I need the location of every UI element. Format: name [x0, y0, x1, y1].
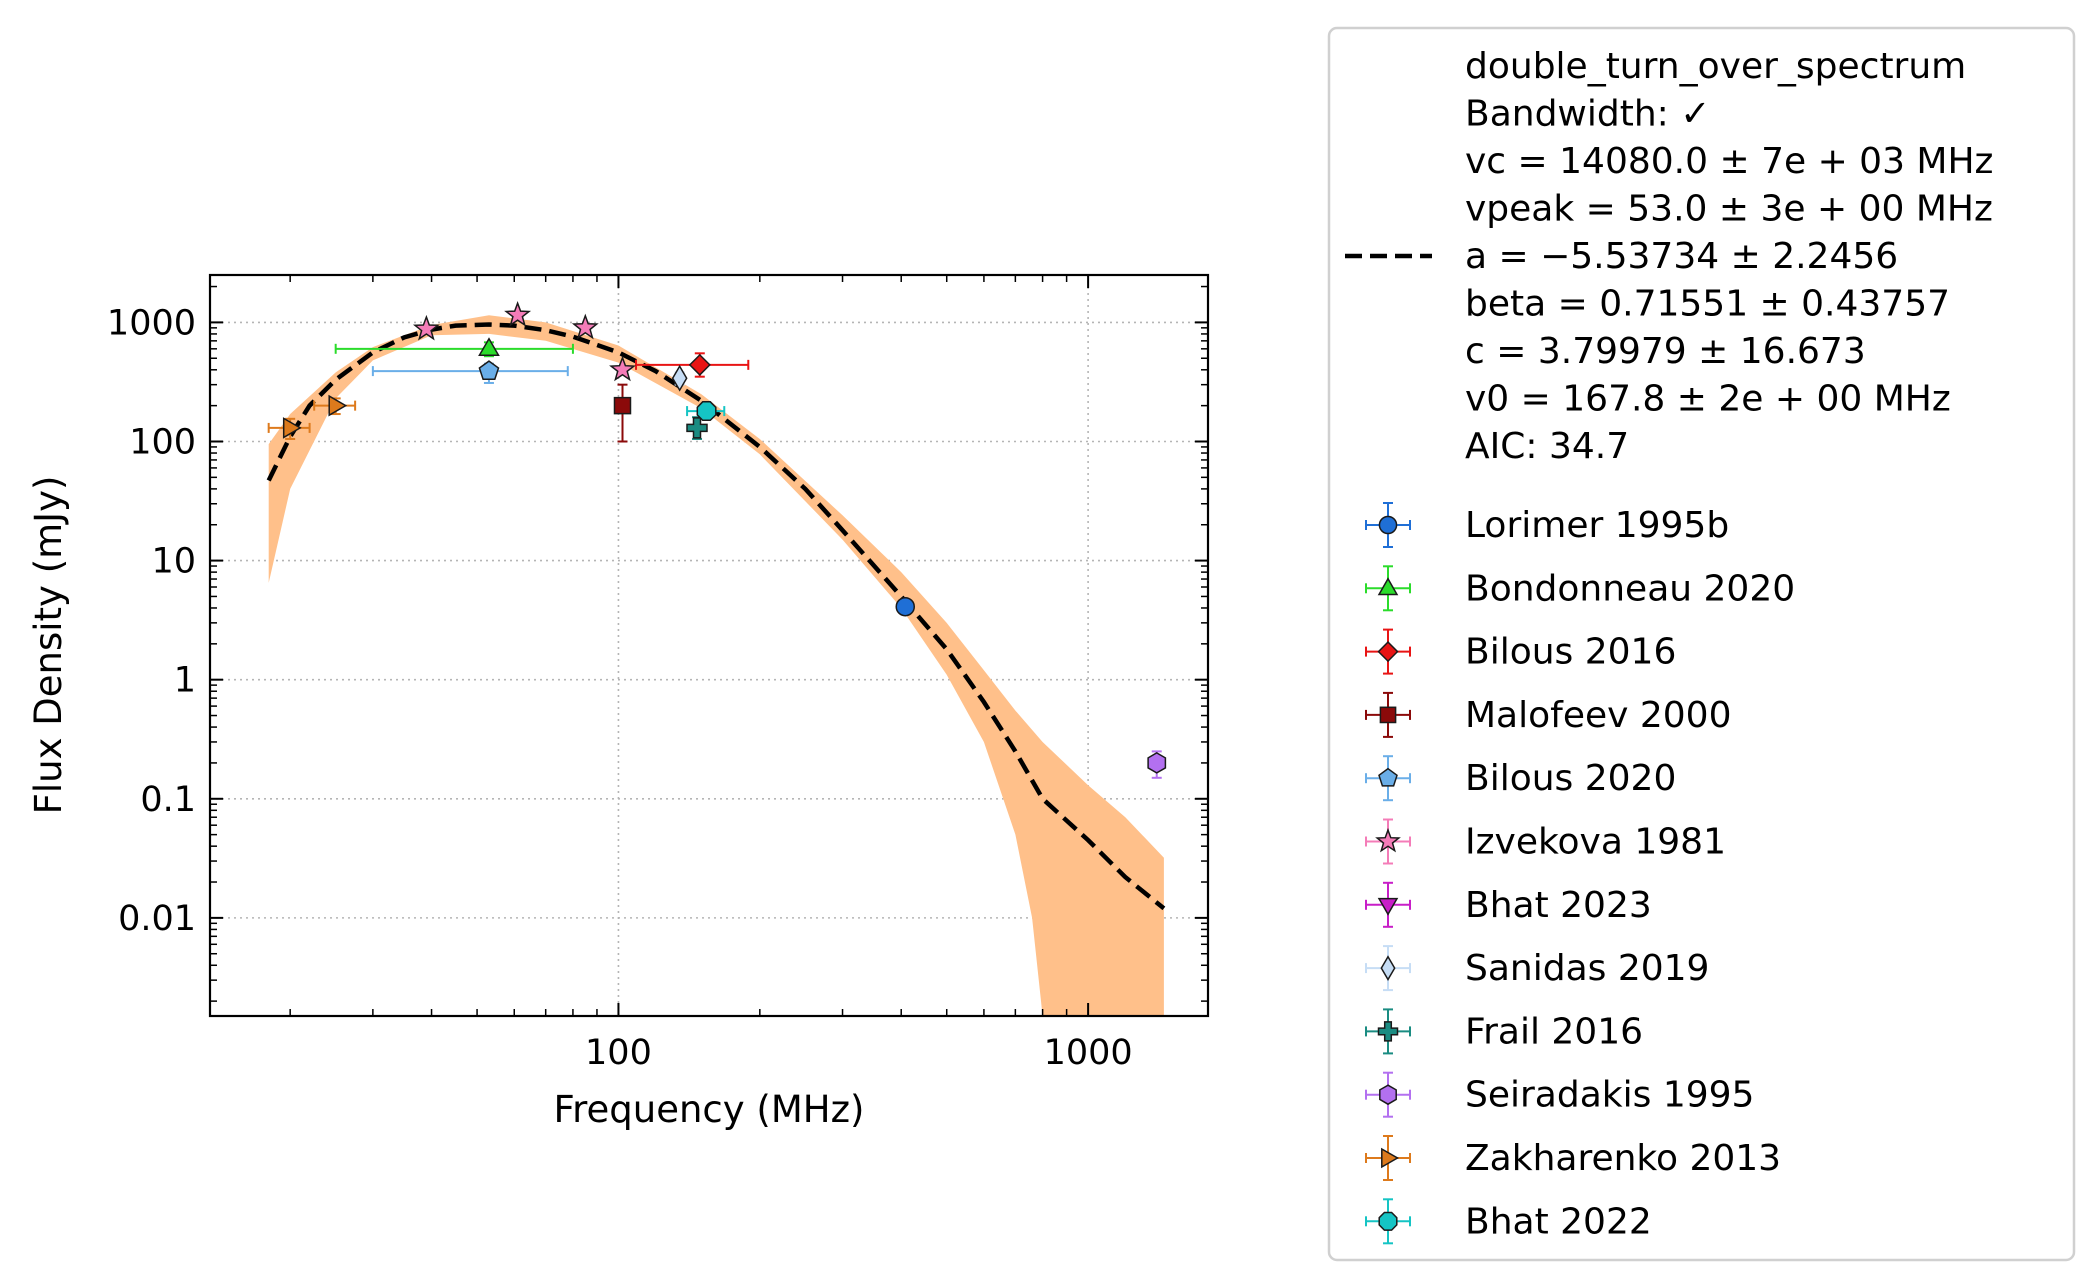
fit-curve — [266, 322, 1166, 911]
fit-curve-layer — [266, 322, 1166, 911]
point-malofeev-2000 — [613, 396, 632, 415]
point-bhat-2022 — [696, 401, 717, 422]
point-seiradakis-1995 — [1147, 752, 1167, 774]
point-sanidas-2019 — [671, 364, 688, 392]
legend-fit-label-line: vpeak = 53.0 ± 3e + 00 MHz — [1465, 189, 1993, 230]
x-tick-label: 1000 — [1044, 1033, 1133, 1073]
legend-label-bhat-2022: Bhat 2022 — [1465, 1201, 1652, 1242]
axis-ticks: 100 1000 0.01 0.1 1 10 100 1000 — [107, 275, 1208, 1073]
legend-label-bhat-2023: Bhat 2023 — [1465, 885, 1652, 926]
data-points-layer — [267, 301, 1167, 779]
y-tick-label: 1 — [174, 661, 196, 701]
point-izvekova-1981 — [412, 314, 440, 341]
point-bilous-2016 — [688, 353, 711, 376]
legend-fit-entry: double_turn_over_spectrum Bandwidth: ✓ vc … — [1345, 46, 1993, 467]
point-lorimer-1995b — [895, 596, 916, 617]
legend-frame — [1327, 26, 2076, 1262]
legend-marker-izvekova-1981 — [1375, 827, 1401, 853]
legend-fit-label-line: vc = 14080.0 ± 7e + 03 MHz — [1465, 141, 1993, 182]
point-frail-2016 — [686, 417, 708, 439]
point-bilous-2020 — [478, 360, 500, 380]
legend-label-lorimer-1995b: Lorimer 1995b — [1465, 505, 1729, 546]
point-izvekova-1981 — [504, 301, 532, 327]
y-tick-label: 100 — [129, 422, 196, 462]
fit-band-layer — [268, 315, 1164, 1016]
legend-marker-malofeev-2000 — [1379, 706, 1397, 724]
legend-fit-label-line: double_turn_over_spectrum — [1465, 46, 1966, 87]
legend-marker-bilous-2020 — [1378, 767, 1398, 787]
legend-fit-label-line: AIC: 34.7 — [1465, 426, 1629, 467]
legend-label-seiradakis-1995: Seiradakis 1995 — [1465, 1075, 1754, 1116]
legend-marker-seiradakis-1995 — [1379, 1084, 1397, 1106]
legend-label-bilous-2020: Bilous 2020 — [1465, 758, 1676, 799]
grid-lines — [210, 275, 1208, 1016]
legend-fit-label-line: c = 3.79979 ± 16.673 — [1465, 331, 1866, 372]
point-zakharenko-2013 — [282, 417, 302, 439]
legend-marker-bondonneau-2020 — [1377, 577, 1399, 596]
legend-fit-label-line: beta = 0.71551 ± 0.43757 — [1465, 284, 1950, 325]
y-tick-label: 0.1 — [140, 780, 196, 820]
plot-frame — [208, 273, 1210, 1018]
legend-label-frail-2016: Frail 2016 — [1465, 1011, 1643, 1052]
legend-label-bondonneau-2020: Bondonneau 2020 — [1465, 568, 1795, 609]
y-tick-label: 0.01 — [118, 899, 196, 939]
legend-label-zakharenko-2013: Zakharenko 2013 — [1465, 1138, 1781, 1179]
legend-fit-label-line: v0 = 167.8 ± 2e + 00 MHz — [1465, 379, 1951, 420]
legend-fit-label-line: Bandwidth: ✓ — [1465, 94, 1710, 135]
legend-fit-label-line: a = −5.53734 ± 2.2456 — [1465, 236, 1898, 277]
legend: double_turn_over_spectrum Bandwidth: ✓ vc … — [1327, 26, 2076, 1262]
legend-series-entries: Lorimer 1995b Bondonneau 2020 Bilous 2016 M… — [1365, 502, 1795, 1245]
point-zakharenko-2013 — [328, 394, 348, 417]
legend-marker-sanidas-2019 — [1380, 955, 1396, 981]
legend-marker-bhat-2023 — [1377, 897, 1399, 916]
legend-marker-bilous-2016 — [1377, 641, 1399, 663]
legend-marker-bhat-2022 — [1378, 1211, 1398, 1231]
point-izvekova-1981 — [609, 355, 636, 382]
legend-marker-frail-2016 — [1377, 1021, 1399, 1042]
legend-label-izvekova-1981: Izvekova 1981 — [1465, 822, 1726, 863]
legend-label-bilous-2016: Bilous 2016 — [1465, 632, 1676, 673]
y-tick-label: 10 — [151, 542, 196, 582]
legend-label-malofeev-2000: Malofeev 2000 — [1465, 695, 1731, 736]
point-bondonneau-2020 — [478, 337, 500, 357]
y-axis-label: Flux Density (mJy) — [27, 476, 70, 815]
legend-marker-lorimer-1995b — [1378, 515, 1398, 535]
x-axis-label: Frequency (MHz) — [554, 1088, 865, 1131]
legend-marker-zakharenko-2013 — [1381, 1147, 1400, 1169]
x-tick-label: 100 — [585, 1033, 652, 1073]
point-izvekova-1981 — [571, 313, 599, 340]
legend-label-sanidas-2019: Sanidas 2019 — [1465, 948, 1709, 989]
fit-uncertainty-band — [268, 315, 1164, 1016]
y-tick-label: 1000 — [107, 303, 196, 343]
